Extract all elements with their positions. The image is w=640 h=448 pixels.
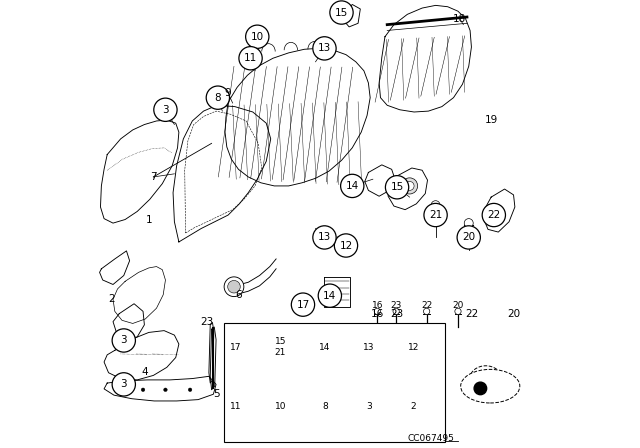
Text: 5: 5 (212, 389, 220, 399)
Text: 12: 12 (339, 241, 353, 250)
Text: 17: 17 (296, 300, 310, 310)
Text: 15: 15 (335, 8, 348, 17)
Text: 13: 13 (318, 43, 331, 53)
Text: 23: 23 (390, 301, 402, 310)
Circle shape (224, 277, 244, 297)
Circle shape (424, 308, 430, 314)
Circle shape (164, 388, 167, 392)
Text: 14: 14 (319, 343, 330, 352)
Text: 20: 20 (462, 233, 476, 242)
Circle shape (239, 47, 262, 70)
Text: 1: 1 (145, 215, 152, 224)
Circle shape (112, 373, 136, 396)
Circle shape (374, 308, 380, 314)
Text: 9: 9 (225, 88, 232, 98)
Text: 21: 21 (429, 210, 442, 220)
Text: 23: 23 (200, 317, 214, 327)
Text: 13: 13 (364, 343, 375, 352)
Text: 4: 4 (141, 367, 148, 377)
Circle shape (401, 178, 418, 194)
Circle shape (464, 219, 473, 228)
Ellipse shape (461, 369, 520, 403)
Circle shape (228, 280, 240, 293)
Text: 22: 22 (466, 309, 479, 319)
Circle shape (318, 284, 342, 307)
Text: 3: 3 (366, 402, 372, 411)
Text: 8: 8 (214, 93, 221, 103)
Circle shape (154, 98, 177, 121)
Text: 13: 13 (318, 233, 331, 242)
Text: 16: 16 (372, 301, 383, 310)
Text: 18: 18 (453, 14, 467, 24)
Text: 3: 3 (162, 105, 169, 115)
Text: 20: 20 (507, 309, 520, 319)
Text: 11: 11 (230, 402, 242, 411)
Text: 16: 16 (371, 309, 384, 319)
Circle shape (119, 388, 122, 392)
Circle shape (455, 308, 461, 314)
Text: CC067495: CC067495 (408, 434, 454, 443)
Circle shape (340, 174, 364, 198)
Text: 20: 20 (452, 301, 463, 310)
Text: 8: 8 (322, 402, 328, 411)
Text: 10: 10 (275, 402, 286, 411)
Text: 3: 3 (120, 336, 127, 345)
Text: 3: 3 (120, 379, 127, 389)
Circle shape (431, 201, 440, 210)
Circle shape (334, 234, 358, 257)
Text: 12: 12 (408, 343, 419, 352)
Text: 2: 2 (411, 402, 416, 411)
Text: 14: 14 (346, 181, 359, 191)
Text: 22: 22 (421, 301, 432, 310)
Circle shape (474, 382, 486, 395)
Circle shape (424, 203, 447, 227)
Circle shape (188, 388, 192, 392)
Text: 17: 17 (230, 343, 242, 352)
Text: 22: 22 (487, 210, 500, 220)
Circle shape (112, 329, 136, 352)
Circle shape (313, 37, 336, 60)
Text: 19: 19 (484, 115, 498, 125)
Circle shape (330, 1, 353, 24)
Text: 6: 6 (235, 290, 242, 300)
Circle shape (385, 176, 409, 199)
Bar (223, 323, 445, 442)
Text: 2: 2 (108, 294, 115, 304)
Text: 23: 23 (390, 309, 404, 319)
Circle shape (457, 226, 481, 249)
Circle shape (313, 226, 336, 249)
Text: 15: 15 (390, 182, 404, 192)
Text: 15
21: 15 21 (275, 337, 286, 357)
Text: 7: 7 (150, 172, 157, 182)
Circle shape (482, 203, 506, 227)
Text: 11: 11 (244, 53, 257, 63)
Circle shape (206, 86, 230, 109)
Text: 14: 14 (323, 291, 337, 301)
Circle shape (141, 388, 145, 392)
Circle shape (291, 293, 315, 316)
Circle shape (393, 308, 399, 314)
Circle shape (405, 181, 414, 190)
Circle shape (246, 25, 269, 48)
Text: 10: 10 (251, 32, 264, 42)
